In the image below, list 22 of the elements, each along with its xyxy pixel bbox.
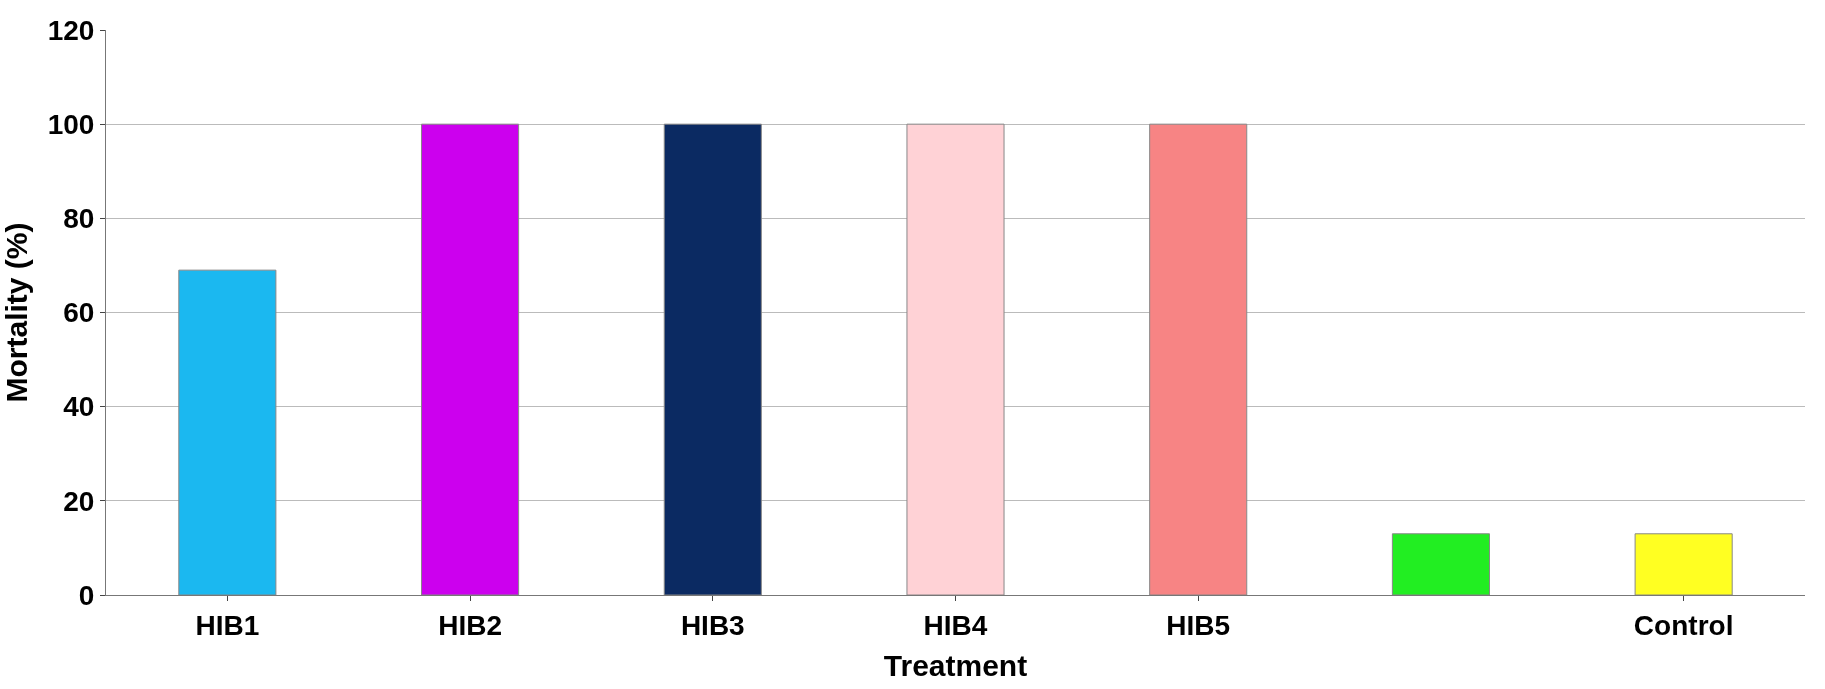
x-tick-label: HIB5 xyxy=(1166,609,1231,641)
x-tick-label: HIB2 xyxy=(438,609,502,641)
bar xyxy=(663,123,762,595)
x-tick-label: HIB1 xyxy=(195,609,260,641)
bar xyxy=(1391,533,1490,595)
y-tick-label: 100 xyxy=(47,108,95,140)
bar xyxy=(1149,123,1248,595)
x-tick-label: Control xyxy=(1633,609,1734,641)
x-tick-label: HIB4 xyxy=(923,609,988,641)
x-tick-label: HIB3 xyxy=(680,609,745,641)
x-axis-title: Treatment xyxy=(883,649,1028,683)
y-tick-label: 60 xyxy=(63,297,95,329)
bar xyxy=(1634,533,1733,595)
y-axis-title: Mortality (%) xyxy=(0,222,33,403)
y-tick-label: 0 xyxy=(78,579,95,611)
y-tick-label: 120 xyxy=(47,14,95,46)
y-tick-label: 20 xyxy=(63,485,95,517)
bar xyxy=(906,123,1005,595)
bar xyxy=(421,123,520,595)
y-tick-label: 40 xyxy=(63,391,95,423)
y-tick-label: 80 xyxy=(63,203,95,235)
bar xyxy=(178,269,277,595)
